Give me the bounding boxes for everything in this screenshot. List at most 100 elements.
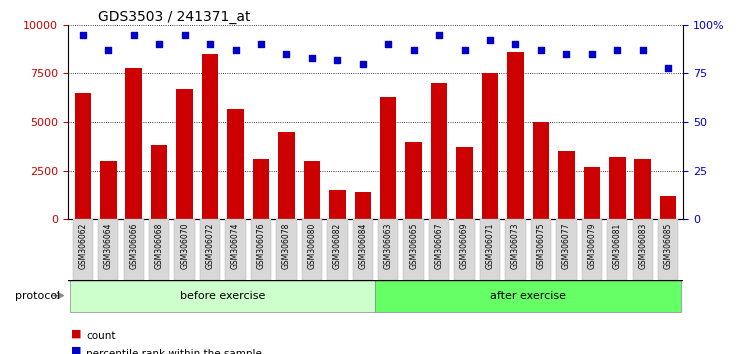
Text: GSM306072: GSM306072 [206, 222, 215, 269]
Point [484, 38, 496, 43]
Bar [151, 145, 167, 219]
Bar [70, 280, 376, 312]
Bar [174, 219, 195, 280]
Bar [632, 219, 653, 280]
Text: GSM306077: GSM306077 [562, 222, 571, 269]
Bar [327, 219, 348, 280]
Point [306, 55, 318, 61]
Text: GSM306065: GSM306065 [409, 222, 418, 269]
Bar [329, 190, 345, 219]
Bar [658, 219, 678, 280]
Bar [100, 161, 116, 219]
Point [102, 47, 114, 53]
Text: GSM306068: GSM306068 [155, 222, 164, 269]
Point [509, 41, 521, 47]
Bar [429, 219, 449, 280]
Text: count: count [86, 331, 116, 341]
Bar [353, 219, 373, 280]
Point [408, 47, 420, 53]
Point [77, 32, 89, 37]
Bar [200, 219, 220, 280]
Bar [406, 142, 422, 219]
Text: GSM306062: GSM306062 [78, 222, 87, 269]
Text: GSM306083: GSM306083 [638, 222, 647, 269]
Bar [558, 152, 575, 219]
Text: GSM306064: GSM306064 [104, 222, 113, 269]
Text: before exercise: before exercise [180, 291, 266, 301]
Text: GSM306080: GSM306080 [307, 222, 316, 269]
Point [179, 32, 191, 37]
Bar [532, 122, 549, 219]
Bar [431, 83, 448, 219]
Bar [454, 219, 475, 280]
Bar [505, 219, 526, 280]
Text: GDS3503 / 241371_at: GDS3503 / 241371_at [98, 10, 251, 24]
Point [331, 57, 343, 63]
Point [459, 47, 471, 53]
Bar [403, 219, 424, 280]
Text: protocol: protocol [15, 291, 60, 301]
Point [255, 41, 267, 47]
Point [230, 47, 242, 53]
Bar [202, 54, 219, 219]
Bar [354, 192, 371, 219]
Bar [609, 157, 626, 219]
Text: GSM306079: GSM306079 [587, 222, 596, 269]
Text: GSM306075: GSM306075 [536, 222, 545, 269]
Point [611, 47, 623, 53]
Bar [380, 97, 397, 219]
Bar [481, 73, 498, 219]
Bar [98, 219, 119, 280]
Bar [251, 219, 271, 280]
Point [204, 41, 216, 47]
Bar [480, 219, 500, 280]
Bar [376, 280, 681, 312]
Text: GSM306076: GSM306076 [257, 222, 266, 269]
Bar [176, 89, 193, 219]
Bar [124, 219, 144, 280]
Text: GSM306069: GSM306069 [460, 222, 469, 269]
Bar [228, 108, 244, 219]
Point [637, 47, 649, 53]
Bar [278, 132, 294, 219]
Bar [584, 167, 600, 219]
Point [662, 65, 674, 70]
Point [382, 41, 394, 47]
Text: GSM306070: GSM306070 [180, 222, 189, 269]
Bar [253, 159, 270, 219]
Text: GSM306085: GSM306085 [664, 222, 673, 269]
Bar [660, 196, 677, 219]
Text: after exercise: after exercise [490, 291, 566, 301]
Bar [635, 159, 651, 219]
Point [128, 32, 140, 37]
Bar [276, 219, 297, 280]
Bar [531, 219, 551, 280]
Text: GSM306084: GSM306084 [358, 222, 367, 269]
Text: GSM306066: GSM306066 [129, 222, 138, 269]
Bar [556, 219, 577, 280]
Text: GSM306082: GSM306082 [333, 222, 342, 269]
Bar [581, 219, 602, 280]
Text: GSM306067: GSM306067 [435, 222, 444, 269]
Bar [225, 219, 246, 280]
Text: GSM306071: GSM306071 [485, 222, 494, 269]
Bar [607, 219, 627, 280]
Point [280, 51, 292, 57]
Point [560, 51, 572, 57]
Text: ■: ■ [71, 346, 82, 354]
Bar [378, 219, 398, 280]
Bar [73, 219, 93, 280]
Bar [302, 219, 322, 280]
Bar [457, 147, 473, 219]
Text: percentile rank within the sample: percentile rank within the sample [86, 349, 262, 354]
Text: GSM306081: GSM306081 [613, 222, 622, 269]
Text: GSM306063: GSM306063 [384, 222, 393, 269]
Text: ■: ■ [71, 328, 82, 338]
Point [433, 32, 445, 37]
Bar [507, 52, 523, 219]
Bar [125, 68, 142, 219]
Bar [149, 219, 170, 280]
Point [357, 61, 369, 67]
Point [586, 51, 598, 57]
Bar [74, 93, 91, 219]
